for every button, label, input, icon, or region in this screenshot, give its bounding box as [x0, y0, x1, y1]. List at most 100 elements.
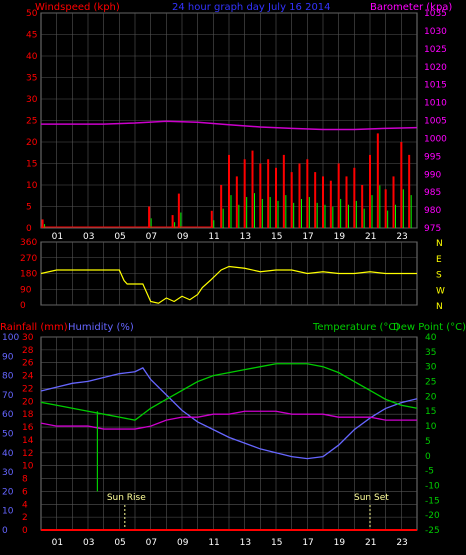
direction-y-tick-label: 180: [20, 270, 37, 280]
wind-y-tick-label: 0: [26, 224, 32, 234]
compass-label: N: [436, 239, 443, 249]
temp-y-tick-label: 40: [425, 333, 437, 343]
humidity-y-tick-label: 30: [2, 468, 14, 478]
rain-y-tick-label: 6: [22, 487, 28, 497]
temp-y-tick-label: -20: [425, 511, 440, 521]
humidity-axis-title: Humidity (%): [68, 322, 134, 333]
x-tick-label-top: 09: [177, 232, 189, 242]
baro-y-tick-label: 1020: [424, 63, 447, 73]
x-tick-label-bottom: 11: [208, 538, 219, 548]
baro-y-tick-label: 1015: [424, 81, 447, 91]
baro-y-tick-label: 1025: [424, 45, 447, 55]
x-tick-label-top: 03: [83, 232, 94, 242]
temp-y-tick-label: 20: [425, 392, 437, 402]
temp-y-tick-label: 10: [425, 422, 437, 432]
baro-y-tick-label: 1030: [424, 27, 447, 37]
x-tick-label-bottom: 07: [146, 538, 157, 548]
dewpoint-axis-title: Dew Point (°C): [393, 322, 466, 333]
rain-y-tick-label: 30: [22, 333, 34, 343]
x-tick-label-top: 07: [146, 232, 157, 242]
barometer-axis-title: Barometer (kpa): [370, 2, 452, 13]
direction-line: [40, 265, 417, 304]
x-tick-label-top: 05: [114, 232, 125, 242]
wind-y-tick-label: 10: [26, 181, 38, 191]
direction-y-tick-label: 90: [20, 285, 32, 295]
wind-y-tick-label: 5: [26, 203, 32, 213]
x-tick-label-bottom: 03: [83, 538, 94, 548]
compass-label: W: [436, 286, 445, 296]
rain-y-tick-label: 20: [22, 397, 34, 407]
rain-y-tick-label: 0: [22, 526, 28, 536]
temp-y-tick-label: 35: [425, 348, 436, 358]
windspeed-axis-title: Windspeed (kph): [35, 2, 120, 13]
temp-y-tick-label: 15: [425, 407, 436, 417]
humidity-y-tick-label: 50: [2, 430, 14, 440]
x-tick-label-bottom: 15: [271, 538, 282, 548]
x-tick-label-bottom: 21: [365, 538, 376, 548]
wind-y-tick-label: 25: [26, 117, 37, 127]
x-tick-label-bottom: 23: [396, 538, 407, 548]
humidity-y-tick-label: 60: [2, 410, 14, 420]
x-tick-label-top: 01: [52, 232, 63, 242]
x-tick-label-bottom: 13: [240, 538, 251, 548]
compass-label: N: [436, 302, 443, 312]
x-tick-label-bottom: 09: [177, 538, 189, 548]
x-tick-label-top: 23: [396, 232, 407, 242]
x-tick-label-bottom: 01: [52, 538, 63, 548]
sunset-label: Sun Set: [354, 493, 389, 503]
graph-title: 24 hour graph day July 16 2014: [172, 2, 331, 13]
wind-y-tick-label: 40: [26, 52, 38, 62]
compass-label: S: [436, 271, 442, 281]
x-tick-label-top: 15: [271, 232, 282, 242]
humidity-y-tick-label: 100: [2, 333, 19, 343]
wind-y-tick-label: 15: [26, 160, 37, 170]
rain-y-tick-label: 14: [22, 436, 34, 446]
rainfall-axis-title: Rainfall (mm): [0, 322, 68, 333]
wind-y-tick-label: 50: [26, 9, 38, 19]
baro-y-tick-label: 1005: [424, 117, 447, 127]
temp-y-tick-label: -10: [425, 481, 440, 491]
x-tick-label-top: 21: [365, 232, 376, 242]
rain-y-tick-label: 22: [22, 384, 33, 394]
humidity-line: [40, 367, 418, 460]
wind-y-tick-label: 35: [26, 74, 37, 84]
temp-y-tick-label: -25: [425, 526, 440, 536]
barometer-line: [41, 120, 418, 131]
baro-y-tick-label: 995: [424, 152, 441, 162]
wind-y-tick-label: 45: [26, 31, 37, 41]
x-tick-label-top: 11: [208, 232, 219, 242]
temp-y-tick-label: 0: [425, 452, 431, 462]
direction-y-tick-label: 0: [20, 301, 26, 311]
baro-y-tick-label: 985: [424, 188, 441, 198]
baro-y-tick-label: 980: [424, 206, 441, 216]
humidity-y-tick-label: 20: [2, 487, 14, 497]
x-tick-label-top: 13: [240, 232, 251, 242]
humidity-y-tick-label: 70: [2, 391, 14, 401]
x-tick-label-bottom: 17: [302, 538, 313, 548]
humidity-y-tick-label: 0: [2, 526, 8, 536]
temp-y-tick-label: -15: [425, 496, 440, 506]
baro-y-tick-label: 990: [424, 170, 441, 180]
rain-y-tick-label: 28: [22, 346, 34, 356]
rain-y-tick-label: 2: [22, 513, 28, 523]
temperature-line: [40, 363, 418, 421]
x-tick-label-bottom: 05: [114, 538, 125, 548]
baro-y-tick-label: 975: [424, 224, 441, 234]
rain-y-tick-label: 24: [22, 372, 34, 382]
x-tick-label-top: 19: [334, 232, 346, 242]
humidity-y-tick-label: 40: [2, 449, 14, 459]
sunrise-label: Sun Rise: [107, 493, 146, 503]
rain-y-tick-label: 16: [22, 423, 34, 433]
wind-y-tick-label: 30: [26, 95, 38, 105]
temp-y-tick-label: -5: [425, 467, 434, 477]
x-tick-label-top: 17: [302, 232, 313, 242]
humidity-y-tick-label: 90: [2, 352, 14, 362]
direction-y-tick-label: 360: [20, 238, 37, 248]
compass-label: E: [436, 255, 442, 265]
humidity-y-tick-label: 10: [2, 507, 14, 517]
humidity-y-tick-label: 80: [2, 372, 14, 382]
rain-y-tick-label: 8: [22, 475, 28, 485]
baro-y-tick-label: 1000: [424, 134, 447, 144]
wind-y-tick-label: 20: [26, 138, 38, 148]
